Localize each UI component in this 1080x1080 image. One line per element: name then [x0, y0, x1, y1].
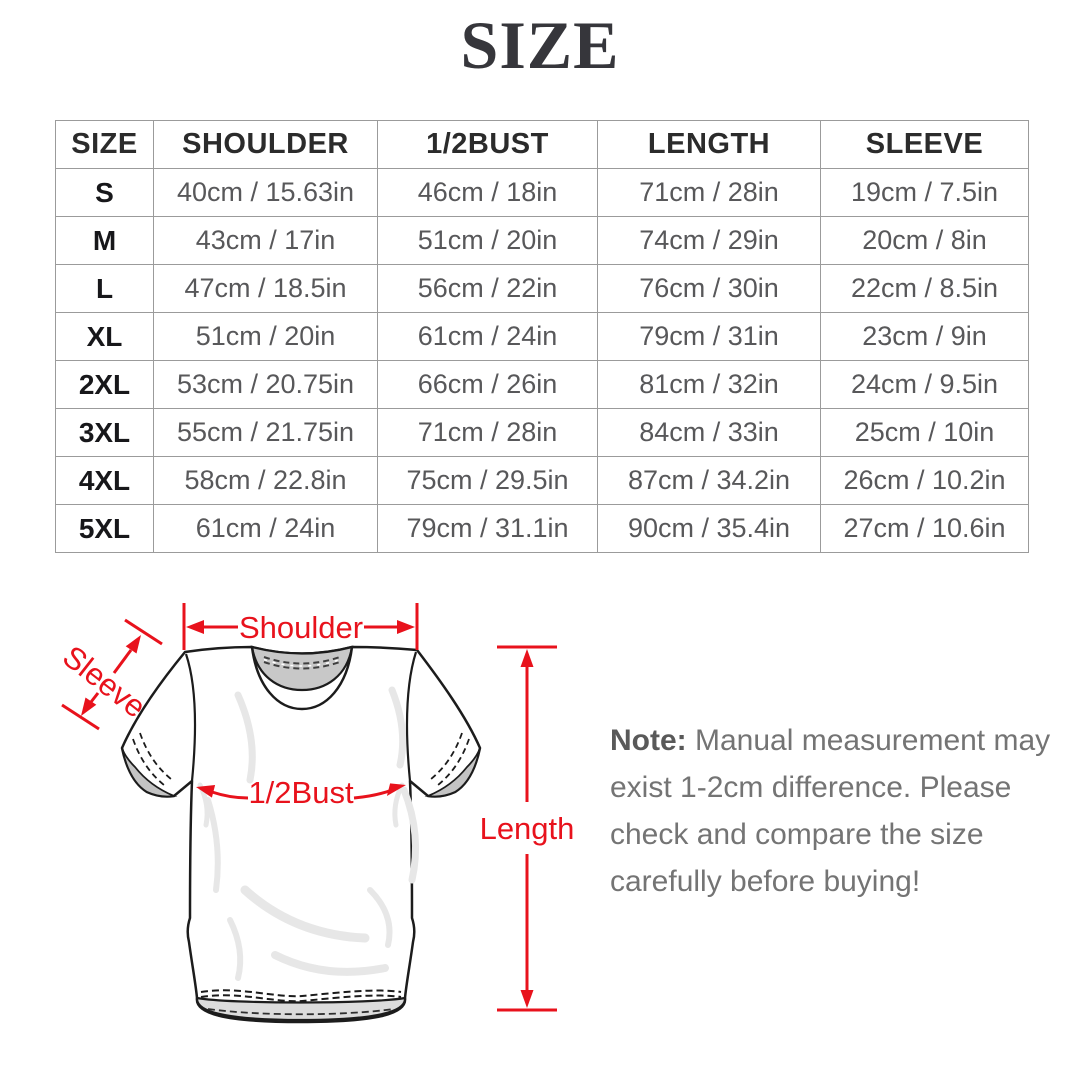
measure-cell: 40cm / 15.63in [153, 168, 378, 217]
length-dimension: Length [480, 645, 575, 1012]
measure-cell: 26cm / 10.2in [820, 456, 1029, 505]
measure-cell: 19cm / 7.5in [820, 168, 1029, 217]
table-row: S 40cm / 15.63in 46cm / 18in 71cm / 28in 19c… [55, 168, 1029, 217]
note-text: Note: Manual measurement may exist 1-2cm… [610, 717, 1055, 905]
shoulder-dimension-label: Shoulder [239, 610, 363, 645]
header-sleeve: SLEEVE [820, 120, 1029, 169]
note-line-text: Manual measurement may [695, 724, 1051, 757]
size-cell: 5XL [55, 504, 154, 553]
hem-stitches [200, 989, 402, 1003]
measure-cell: 58cm / 22.8in [153, 456, 378, 505]
measure-cell: 87cm / 34.2in [597, 456, 821, 505]
measure-cell: 61cm / 24in [377, 312, 598, 361]
collar-inner-gray [250, 645, 354, 692]
measure-cell: 25cm / 10in [820, 408, 1029, 457]
size-table: SIZE SHOULDER 1/2BUST LENGTH SLEEVE S 40c… [55, 120, 1029, 553]
measure-cell: 24cm / 9.5in [820, 360, 1029, 409]
note-label: Note: [610, 724, 687, 757]
measure-cell: 55cm / 21.75in [153, 408, 378, 457]
measure-cell: 81cm / 32in [597, 360, 821, 409]
collar-stitch-line2 [263, 661, 341, 670]
table-row: 5XL 61cm / 24in 79cm / 31.1in 90cm / 35.4in… [55, 504, 1029, 553]
table-header-row: SIZE SHOULDER 1/2BUST LENGTH SLEEVE [55, 120, 1029, 169]
measure-cell: 84cm / 33in [597, 408, 821, 457]
measure-cell: 46cm / 18in [377, 168, 598, 217]
cuff-stitches [132, 732, 470, 786]
right-cuff-gray [424, 747, 481, 798]
collar-band-edge [250, 646, 354, 711]
header-bust: 1/2BUST [377, 120, 598, 169]
header-length: LENGTH [597, 120, 821, 169]
measure-cell: 47cm / 18.5in [153, 264, 378, 313]
measure-cell: 23cm / 9in [820, 312, 1029, 361]
measure-cell: 79cm / 31.1in [377, 504, 598, 553]
measure-cell: 61cm / 24in [153, 504, 378, 553]
size-cell: S [55, 168, 154, 217]
right-sleeve-seam [405, 651, 418, 782]
table-row: L 47cm / 18.5in 56cm / 22in 76cm / 30in 22cm… [55, 264, 1029, 313]
measure-cell: 22cm / 8.5in [820, 264, 1029, 313]
note-line: check and compare the size [610, 818, 984, 851]
collar-stitch-line [263, 656, 341, 665]
table-row: M 43cm / 17in 51cm / 20in 74cm / 29in 20cm /… [55, 216, 1029, 265]
bust-dimension: 1/2Bust [196, 775, 406, 810]
shoulder-dimension: Shoulder [182, 603, 419, 650]
table-row: 2XL 53cm / 20.75in 66cm / 26in 81cm / 32in 2… [55, 360, 1029, 409]
hem-band-stitch [207, 1008, 395, 1016]
left-sleeve-seam [184, 653, 197, 782]
measure-cell: 71cm / 28in [377, 408, 598, 457]
measure-cell: 79cm / 31in [597, 312, 821, 361]
size-cell: XL [55, 312, 154, 361]
measure-cell: 71cm / 28in [597, 168, 821, 217]
measure-cell: 20cm / 8in [820, 216, 1029, 265]
measure-cell: 75cm / 29.5in [377, 456, 598, 505]
table-row: 4XL 58cm / 22.8in 75cm / 29.5in 87cm / 34.2… [55, 456, 1029, 505]
page-title: SIZE [460, 7, 620, 83]
size-cell: L [55, 264, 154, 313]
tshirt-measurement-diagram: Shoulder Sleeve 1/2Bust [56, 603, 575, 1024]
length-dimension-label: Length [480, 811, 575, 846]
measure-cell: 76cm / 30in [597, 264, 821, 313]
table-row: 3XL 55cm / 21.75in 71cm / 28in 84cm / 33in 2… [55, 408, 1029, 457]
size-cell: 2XL [55, 360, 154, 409]
tshirt-graphic [120, 645, 482, 1024]
header-shoulder: SHOULDER [153, 120, 378, 169]
size-cell: 4XL [55, 456, 154, 505]
table-row: XL 51cm / 20in 61cm / 24in 79cm / 31in 23cm … [55, 312, 1029, 361]
measure-cell: 56cm / 22in [377, 264, 598, 313]
size-cell: M [55, 216, 154, 265]
size-table-body: S 40cm / 15.63in 46cm / 18in 71cm / 28in 19c… [55, 168, 1029, 553]
left-cuff-gray [121, 747, 178, 798]
measure-cell: 90cm / 35.4in [597, 504, 821, 553]
measure-cell: 51cm / 20in [153, 312, 378, 361]
collar-stitch-chain [263, 658, 341, 667]
header-size: SIZE [55, 120, 154, 169]
measure-cell: 51cm / 20in [377, 216, 598, 265]
tshirt-wrinkles [197, 686, 420, 981]
measure-cell: 27cm / 10.6in [820, 504, 1029, 553]
measure-cell: 43cm / 17in [153, 216, 378, 265]
bust-dimension-label: 1/2Bust [248, 775, 354, 810]
note-line: exist 1-2cm difference. Please [610, 771, 1012, 804]
measure-cell: 53cm / 20.75in [153, 360, 378, 409]
measure-cell: 74cm / 29in [597, 216, 821, 265]
hem-band [195, 996, 407, 1022]
note-line: carefully before buying! [610, 865, 921, 898]
note-line: Note: Manual measurement may [610, 717, 1055, 764]
measure-cell: 66cm / 26in [377, 360, 598, 409]
size-cell: 3XL [55, 408, 154, 457]
